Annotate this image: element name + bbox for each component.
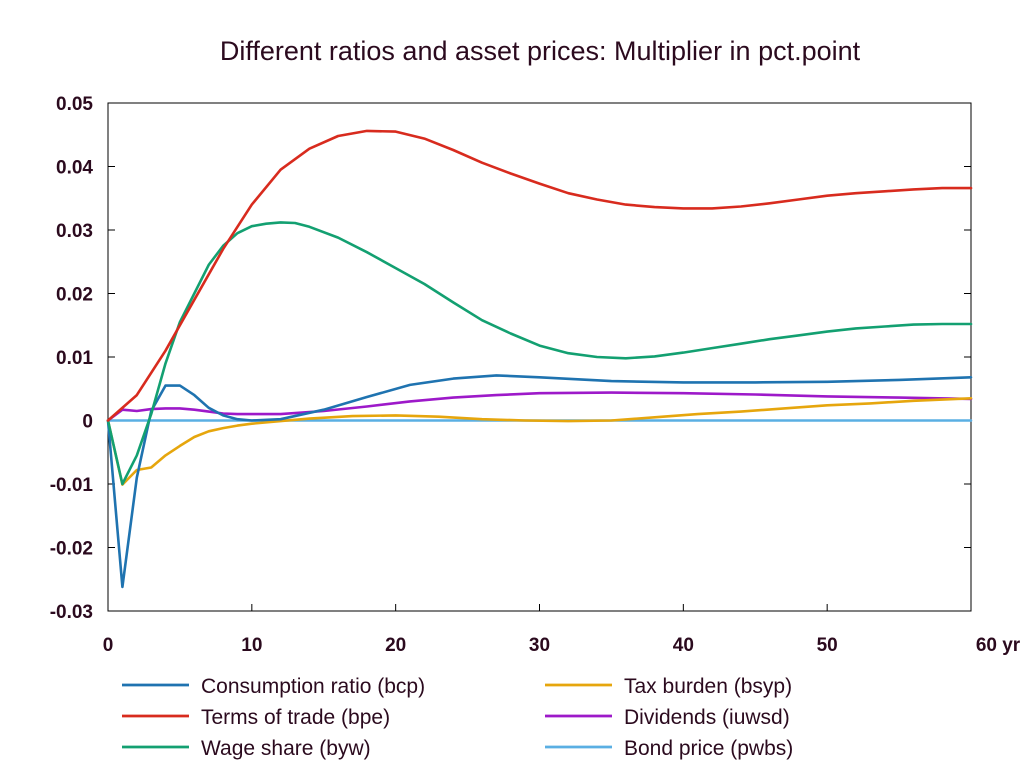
y-tick-label: -0.02 <box>50 539 93 560</box>
legend-label-1: Terms of trade (bpe) <box>201 706 390 729</box>
y-tick-label: 0.05 <box>56 94 93 115</box>
legend-label-3: Tax burden (bsyp) <box>624 675 792 698</box>
y-tick-label: 0.02 <box>56 285 93 306</box>
series-line-4 <box>106 391 973 422</box>
legend-label-5: Bond price (pwbs) <box>624 737 793 760</box>
x-tick-label: 10 <box>241 635 262 656</box>
x-tick-label: 20 <box>385 635 406 656</box>
y-tick-label: 0.01 <box>56 348 93 369</box>
chart-title: Different ratios and asset prices: Multi… <box>220 36 861 66</box>
x-tick-label: 0 <box>103 635 114 656</box>
x-tick-label: 40 <box>673 635 694 656</box>
y-tick-label: -0.01 <box>50 475 94 496</box>
series-line-3 <box>106 396 973 486</box>
y-tick-label: 0.03 <box>56 221 93 242</box>
x-tick-label: 50 <box>817 635 838 656</box>
tick-labels: -0.03 -0.02 -0.01 0 0.01 0.02 0.03 0.04 0.05 0 10 2… <box>50 94 1021 656</box>
legend-label-0: Consumption ratio (bcp) <box>201 675 425 698</box>
series-line-2 <box>106 221 973 486</box>
y-tick-label: 0.04 <box>56 158 93 179</box>
y-tick-label: 0 <box>82 412 93 433</box>
x-tick-label: 60 yr <box>976 635 1021 656</box>
series-line-0 <box>106 374 973 589</box>
series-lines <box>106 129 973 589</box>
legend: Consumption ratio (bcp) Tax burden (bsyp)… <box>122 675 793 760</box>
y-tick-label: -0.03 <box>50 602 93 623</box>
plot-area-frame <box>107 102 972 612</box>
axis-ticks <box>107 102 972 612</box>
legend-label-2: Wage share (byw) <box>201 737 371 760</box>
x-tick-label: 30 <box>529 635 550 656</box>
series-line-1 <box>106 129 973 422</box>
legend-label-4: Dividends (iuwsd) <box>624 706 790 729</box>
